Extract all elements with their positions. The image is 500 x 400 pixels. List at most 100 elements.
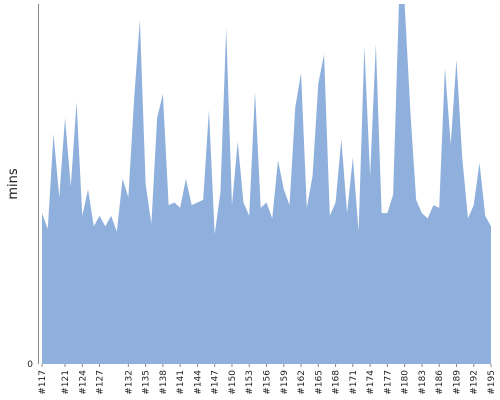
data-point [191,204,193,206]
data-point [392,194,394,196]
data-point [150,223,152,225]
x-tick-label: #171 [349,370,359,395]
x-tick-label: #189 [452,370,462,395]
data-point [444,67,446,69]
data-point [173,202,175,204]
data-point [41,212,43,214]
x-tick-label: #168 [332,370,342,395]
data-point [93,225,95,227]
data-point [76,101,78,103]
x-tick-label: #144 [193,370,203,395]
x-tick-label: #186 [435,370,445,395]
data-point [294,106,296,108]
data-point [369,175,371,177]
data-point [404,3,406,5]
x-tick-label: #132 [124,370,134,395]
data-point [363,45,365,47]
data-point [266,202,268,204]
data-point [260,207,262,209]
data-point [490,225,492,227]
data-point [358,231,360,233]
data-point [110,215,112,217]
data-point [58,196,60,198]
data-point [179,207,181,209]
data-point [455,59,457,61]
data-point [99,215,101,217]
x-tick-label: #165 [314,370,324,395]
data-point [484,215,486,217]
data-point [196,202,198,204]
data-point [289,204,291,206]
y-tick-label: 0 [27,360,33,370]
data-point [427,217,429,219]
x-tick-label: #162 [297,370,307,395]
data-point [340,138,342,140]
series-area [42,4,491,364]
data-point [127,196,129,198]
plot-area [41,3,492,364]
x-tick-label: #117 [38,370,48,395]
x-tick-label: #192 [470,370,480,395]
x-tick-label: #195 [487,370,497,395]
data-point [398,3,400,5]
x-tick-label: #135 [142,370,152,395]
data-point [329,215,331,217]
data-point [438,207,440,209]
data-point [467,217,469,219]
data-point [461,157,463,159]
data-point [352,157,354,159]
data-point [53,133,55,135]
data-point [214,233,216,235]
data-point [202,199,204,201]
x-tick-label: #147 [211,370,221,395]
data-point [231,204,233,206]
data-point [386,212,388,214]
data-point [473,204,475,206]
data-point [450,143,452,145]
data-point [409,112,411,114]
data-point [254,90,256,92]
data-point [156,117,158,119]
data-point [242,202,244,204]
x-tick-label: #153 [245,370,255,395]
y-axis-ticks: 0 [27,360,33,370]
x-tick-label: #138 [159,370,169,395]
x-tick-label: #180 [401,370,411,395]
data-point [317,82,319,84]
data-point [432,204,434,206]
data-point [312,175,314,177]
data-point [208,109,210,111]
data-point [381,212,383,214]
data-point [478,162,480,164]
x-tick-label: #174 [366,370,376,395]
data-point [283,188,285,190]
data-point [64,117,66,119]
x-tick-label: #141 [176,370,186,395]
x-tick-label: #150 [228,370,238,395]
x-tick-label: #177 [383,370,393,395]
data-point [421,212,423,214]
data-point [277,159,279,161]
data-point [237,141,239,143]
x-tick-label: #127 [96,370,106,395]
data-point [375,43,377,45]
data-point [70,186,72,188]
data-point [116,231,118,233]
x-tick-label: #159 [280,370,290,395]
data-point [87,188,89,190]
data-point [185,178,187,180]
data-point [415,199,417,201]
data-point [139,19,141,21]
x-tick-label: #121 [61,370,71,395]
data-point [168,204,170,206]
data-point [225,27,227,29]
data-point [47,228,49,230]
data-point [162,93,164,95]
data-point [248,215,250,217]
data-point [81,215,83,217]
x-tick-label: #124 [78,370,88,395]
x-tick-label: #183 [418,370,428,395]
data-point [335,202,337,204]
y-axis-title: mins [6,168,21,200]
data-point [122,178,124,180]
